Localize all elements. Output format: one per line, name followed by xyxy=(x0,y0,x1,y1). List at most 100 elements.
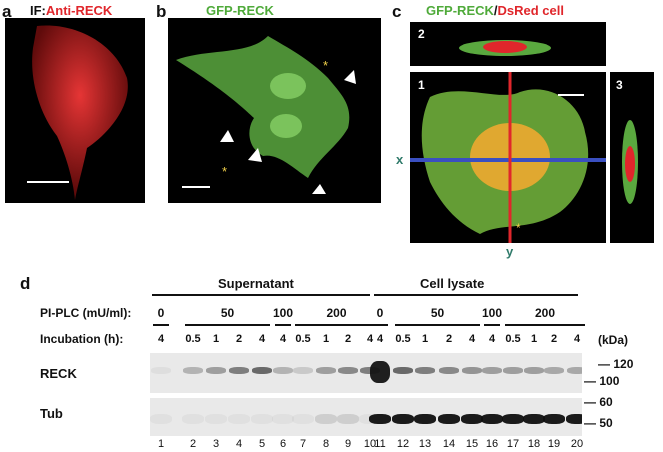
pi-plc-value: 100 xyxy=(481,306,503,320)
panel-a-title: IF:Anti-RECK xyxy=(30,3,112,18)
reck-band xyxy=(293,367,313,374)
panel-c-sub2: 2 xyxy=(418,27,425,41)
panel-a-letter: a xyxy=(2,2,12,21)
panel-c-sep: / xyxy=(493,3,498,18)
tub-band xyxy=(369,414,391,424)
pi-plc-value: 50 xyxy=(220,306,235,320)
incubation-value: 4 xyxy=(468,333,476,345)
panel-b-title: GFP-RECK xyxy=(206,3,274,18)
panel-c-sub3: 3 xyxy=(616,78,623,92)
pi-plc-value: 100 xyxy=(272,306,294,320)
marker-120: — 120 xyxy=(598,357,634,371)
reck-band xyxy=(524,367,544,374)
panel-c-image-1: * 1 xyxy=(410,72,606,243)
tub-band xyxy=(205,414,227,424)
marker-100: — 100 xyxy=(584,374,620,388)
incubation-value: 2 xyxy=(550,333,558,345)
tub-band xyxy=(523,414,545,424)
tub-band xyxy=(392,414,414,424)
reck-band xyxy=(503,367,523,374)
pi-plc-label: PI-PLC (mU/ml): xyxy=(40,306,132,320)
group-lysate: Cell lysate xyxy=(420,276,485,291)
pi-plc-value: 0 xyxy=(376,306,384,320)
lane-number: 1 xyxy=(157,438,165,450)
tub-band xyxy=(481,414,503,424)
pi-plc-value: 200 xyxy=(534,306,556,320)
panel-b-star-2: * xyxy=(222,164,227,179)
tub-band xyxy=(150,414,172,424)
pi-plc-group-bar xyxy=(484,324,500,326)
reck-band xyxy=(482,367,502,374)
reck-band xyxy=(338,367,358,374)
lane-number: 7 xyxy=(299,438,307,450)
pi-plc-group-bar xyxy=(372,324,388,326)
panel-b-letter: b xyxy=(156,2,167,21)
incubation-value: 4 xyxy=(488,333,496,345)
lane-number: 5 xyxy=(258,438,266,450)
reck-band xyxy=(415,367,435,374)
marker-100-text: 100 xyxy=(599,374,620,388)
pi-plc-group-bar xyxy=(185,324,270,326)
panel-c-label-green: GFP-RECK xyxy=(426,3,494,18)
tub-band xyxy=(251,414,273,424)
incubation-value: 4 xyxy=(366,333,374,345)
incubation-value: 2 xyxy=(445,333,453,345)
lane-number: 9 xyxy=(344,438,352,450)
reck-band xyxy=(252,367,272,374)
incubation-value: 1 xyxy=(212,333,220,345)
incubation-value: 4 xyxy=(258,333,266,345)
marker-50-text: 50 xyxy=(599,416,613,430)
reck-band xyxy=(316,367,336,374)
lane-number: 8 xyxy=(322,438,330,450)
panel-a-label: Anti-RECK xyxy=(45,3,113,18)
arrowhead-3 xyxy=(248,148,262,162)
lane-number: 10 xyxy=(363,438,377,450)
lane-number: 2 xyxy=(189,438,197,450)
pi-plc-value: 200 xyxy=(326,306,347,320)
tub-band xyxy=(315,414,337,424)
supernatant-bar xyxy=(152,294,370,296)
tub-band xyxy=(182,414,204,424)
incubation-value: 0.5 xyxy=(185,333,201,345)
incubation-value: 0.5 xyxy=(295,333,311,345)
reck-band xyxy=(151,367,171,374)
tub-band xyxy=(461,414,483,424)
reck-blot xyxy=(150,353,582,393)
tub-band xyxy=(438,414,460,424)
incubation-value: 4 xyxy=(573,333,581,345)
tub-band xyxy=(272,414,294,424)
lysate-bar xyxy=(374,294,578,296)
panel-c-label-red: DsRed cell xyxy=(497,3,564,18)
pi-plc-group-bar xyxy=(505,324,585,326)
panel-c-image-2: 2 xyxy=(410,22,606,66)
marker-60: — 60 xyxy=(584,395,613,409)
pi-plc-group-bar xyxy=(275,324,291,326)
panel-a-prefix: IF: xyxy=(30,3,46,18)
panel-d-letter: d xyxy=(20,274,31,293)
reck-label: RECK xyxy=(40,366,77,381)
panel-c-sub1: 1 xyxy=(418,78,425,92)
incubation-value: 1 xyxy=(322,333,330,345)
reck-band xyxy=(544,367,564,374)
reck-band xyxy=(567,367,582,374)
panel-a-cell xyxy=(27,25,128,200)
arrowhead-4 xyxy=(312,184,326,194)
lane-number: 19 xyxy=(547,438,561,450)
tub-band xyxy=(337,414,359,424)
arrowhead-1 xyxy=(344,70,356,84)
lane-number: 4 xyxy=(235,438,243,450)
tub-band xyxy=(228,414,250,424)
panel-c-axis-y: y xyxy=(506,244,514,259)
tub-band xyxy=(414,414,436,424)
incubation-value: 2 xyxy=(235,333,243,345)
reck-band xyxy=(439,367,459,374)
lane-number: 3 xyxy=(212,438,220,450)
lane-number: 17 xyxy=(506,438,520,450)
tub-label: Tub xyxy=(40,406,63,421)
marker-120-text: 120 xyxy=(613,357,634,371)
lane-number: 20 xyxy=(570,438,584,450)
kda-label: (kDa) xyxy=(598,333,629,347)
svg-text:*: * xyxy=(516,221,521,235)
lane-number: 6 xyxy=(279,438,287,450)
incubation-value: 4 xyxy=(376,333,384,345)
